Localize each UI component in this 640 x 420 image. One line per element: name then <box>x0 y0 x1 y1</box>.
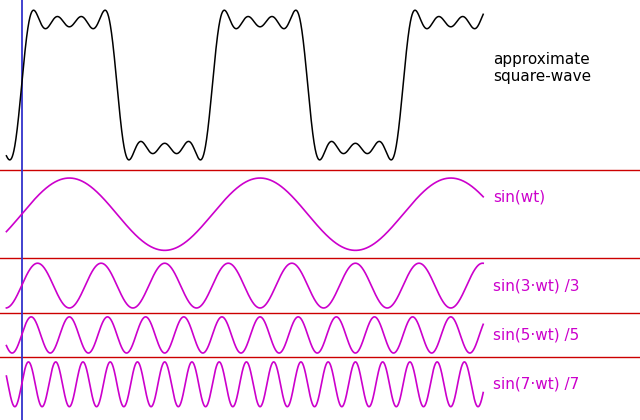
Text: sin(3·wt) /3: sin(3·wt) /3 <box>493 278 579 293</box>
Text: sin(7·wt) /7: sin(7·wt) /7 <box>493 377 579 392</box>
Text: sin(5·wt) /5: sin(5·wt) /5 <box>493 328 579 342</box>
Text: sin(wt): sin(wt) <box>493 190 545 205</box>
Text: approximate
square-wave: approximate square-wave <box>493 52 591 84</box>
